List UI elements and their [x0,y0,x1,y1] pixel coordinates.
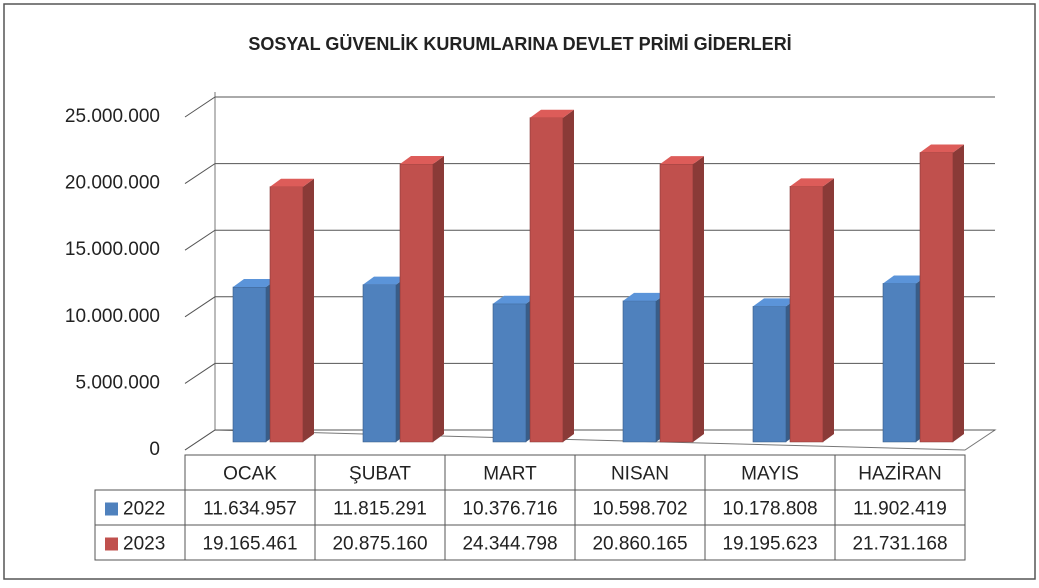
data-label: 11.902.419 [853,499,947,520]
bar-top [400,155,444,164]
bar-top [790,178,834,187]
bar-top [530,109,574,118]
bar-front [529,117,564,443]
data-label: 10.598.702 [592,499,687,520]
grid-line [184,96,995,118]
grid-line [184,163,995,185]
data-label: 11.634.957 [203,499,297,520]
data-label: 20.860.165 [592,534,687,555]
chart-title: SOSYAL GÜVENLİK KURUMLARINA DEVLET PRİMİ… [248,34,791,54]
grid-line [184,429,995,451]
data-label: 11.815.291 [333,499,427,520]
grid-line [184,362,995,384]
data-label: 20.875.160 [332,534,427,555]
bar-front [752,306,787,443]
y-tick-label: 20.000.000 [65,173,160,194]
category-label: OCAK [223,464,277,485]
category-label: MART [483,464,537,485]
legend-swatch [105,502,118,516]
bar-top [920,144,964,153]
bar-front [399,163,434,443]
bar-front [492,303,527,443]
bar-side [953,144,964,443]
bar-side [693,156,704,442]
bar-front [659,163,694,443]
y-tick-label: 10.000.000 [65,306,160,327]
data-label: 21.731.168 [852,534,947,555]
bar-top [233,279,277,288]
bar [529,109,574,443]
bar [919,144,964,443]
legend-swatch [105,537,118,551]
grid-line [184,229,995,251]
category-label: MAYIS [741,464,799,485]
bar-front [232,286,267,443]
bar-top [623,292,667,301]
bar-side [303,178,314,442]
data-label: 10.376.716 [462,499,557,520]
bar-top [753,298,797,307]
bar-top [660,156,704,165]
bar [659,156,704,443]
bar [789,178,834,443]
bar-top [270,178,314,187]
bar [269,178,314,443]
bar-front [919,152,954,443]
bar-front [882,283,917,443]
bar-side [823,178,834,442]
y-tick-label: 0 [149,439,160,460]
data-label: 24.344.798 [462,534,557,555]
bar-front [622,300,657,443]
data-label: 19.195.623 [722,534,817,555]
bar [399,155,444,443]
data-label: 19.165.461 [202,534,297,555]
grid-line [184,296,995,318]
legend-label: 2022 [123,499,165,520]
legend-label: 2023 [123,534,165,555]
bar-top [493,295,537,304]
bar-front [269,186,304,443]
bar-top [883,275,927,284]
bar-top [363,276,407,285]
bar-side [563,109,574,442]
bar [362,276,407,443]
data-label: 10.178.808 [722,499,817,520]
bar [232,279,277,443]
bar-side [433,155,444,442]
category-label: ŞUBAT [349,464,411,485]
bar-front [362,284,397,443]
y-tick-label: 15.000.000 [65,239,160,260]
y-tick-label: 25.000.000 [65,106,160,127]
category-label: HAZİRAN [858,464,941,485]
frame [3,3,1036,580]
bar-front [789,186,824,443]
y-tick-label: 5.000.000 [75,372,160,393]
category-label: NISAN [611,464,669,485]
